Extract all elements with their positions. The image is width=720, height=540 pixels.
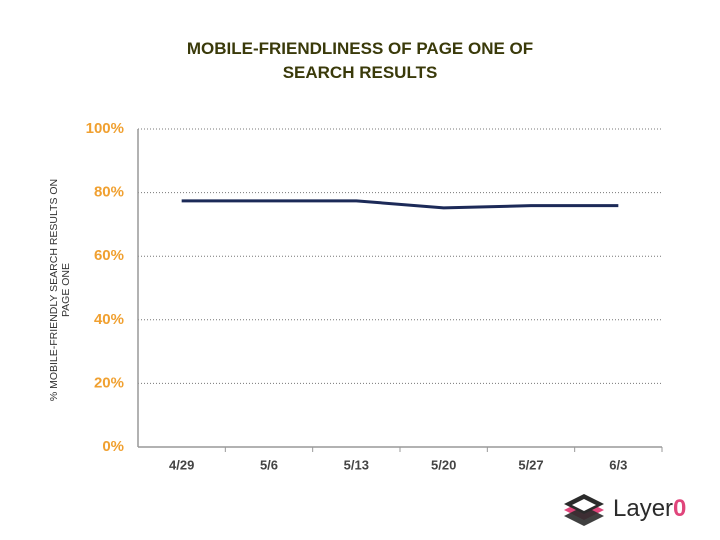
chart-title: MOBILE-FRIENDLINESS OF PAGE ONE OF SEARC… [186,39,534,82]
x-tick-label: 6/3 [609,457,627,472]
logo-text: Layer0 [613,495,686,522]
logo-mark: 0 [673,495,686,522]
x-tick-label: 5/6 [260,457,278,472]
y-tick-label: 0% [102,438,124,455]
logo-name: Layer [613,495,673,522]
line-series [181,199,619,210]
y-tick-label: 60% [94,247,124,264]
y-tick-label: 80% [94,184,124,201]
y-tick-label: 100% [86,120,124,137]
x-tick-label: 5/27 [518,457,543,472]
x-tick-label: 5/20 [431,457,456,472]
x-tick-label: 5/13 [344,457,369,472]
y-tick-label: 20% [94,374,124,391]
x-tick-label: 4/29 [169,457,194,472]
logo-icon [564,494,604,526]
y-tick-label: 40% [94,311,124,328]
